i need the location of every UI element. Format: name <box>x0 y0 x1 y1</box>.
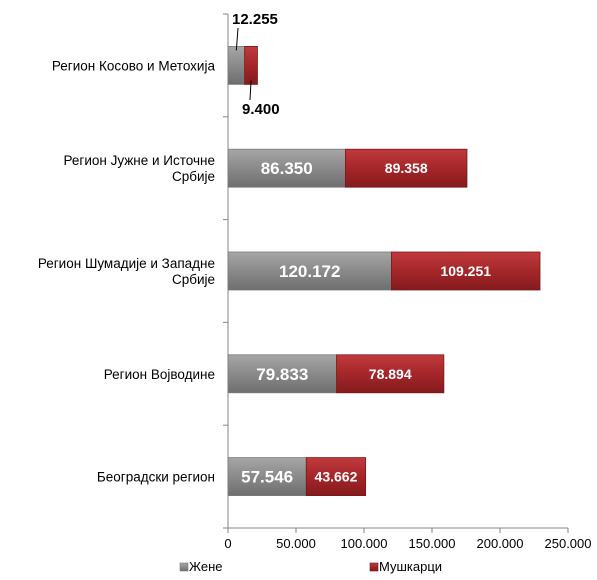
bar-zene <box>227 457 307 497</box>
bar-muskarci <box>345 148 468 188</box>
legend-swatch <box>369 562 379 572</box>
data-label-zene: 79.833 <box>256 365 308 384</box>
bar-muskarci <box>336 354 445 394</box>
x-tick-label: 100.000 <box>341 536 388 551</box>
category-label: Београдски регион <box>97 470 215 485</box>
bar-muskarci <box>391 251 541 291</box>
data-label-zene: 86.350 <box>261 159 313 178</box>
category-label: Регион Косово и Метохија <box>52 58 216 73</box>
x-tick-label: 50.000 <box>276 536 316 551</box>
callout-line-muskarci <box>249 80 252 101</box>
legend-label: Жене <box>189 559 222 574</box>
callout-line-zene <box>235 27 239 51</box>
legend-swatch <box>179 562 189 572</box>
category-label: Регион Шумадије и Западне Србије <box>38 256 215 287</box>
category-label: Регион Војводине <box>104 367 215 382</box>
data-label-muskarci: 9.400 <box>242 101 280 118</box>
x-tick-label: 200.000 <box>477 536 524 551</box>
legend-label: Мушкарци <box>379 559 442 574</box>
data-label-muskarci: 43.662 <box>315 469 358 485</box>
data-label-muskarci: 109.251 <box>440 263 491 279</box>
x-tick-label: 250.000 <box>545 536 592 551</box>
data-label-zene: 120.172 <box>279 262 340 281</box>
data-label-muskarci: 89.358 <box>385 160 428 176</box>
data-label-zene: 12.255 <box>232 11 278 28</box>
x-tick-label: 150.000 <box>409 536 456 551</box>
data-label-zene: 57.546 <box>241 468 293 487</box>
x-tick-label: 0 <box>224 536 231 551</box>
bar-muskarci <box>244 46 258 85</box>
data-label-muskarci: 78.894 <box>369 366 412 382</box>
category-label: Регион Јужне и Источне Србије <box>64 153 215 184</box>
bar-muskarci <box>305 457 367 497</box>
bar-zene <box>227 251 392 291</box>
bar-zene <box>227 46 246 85</box>
